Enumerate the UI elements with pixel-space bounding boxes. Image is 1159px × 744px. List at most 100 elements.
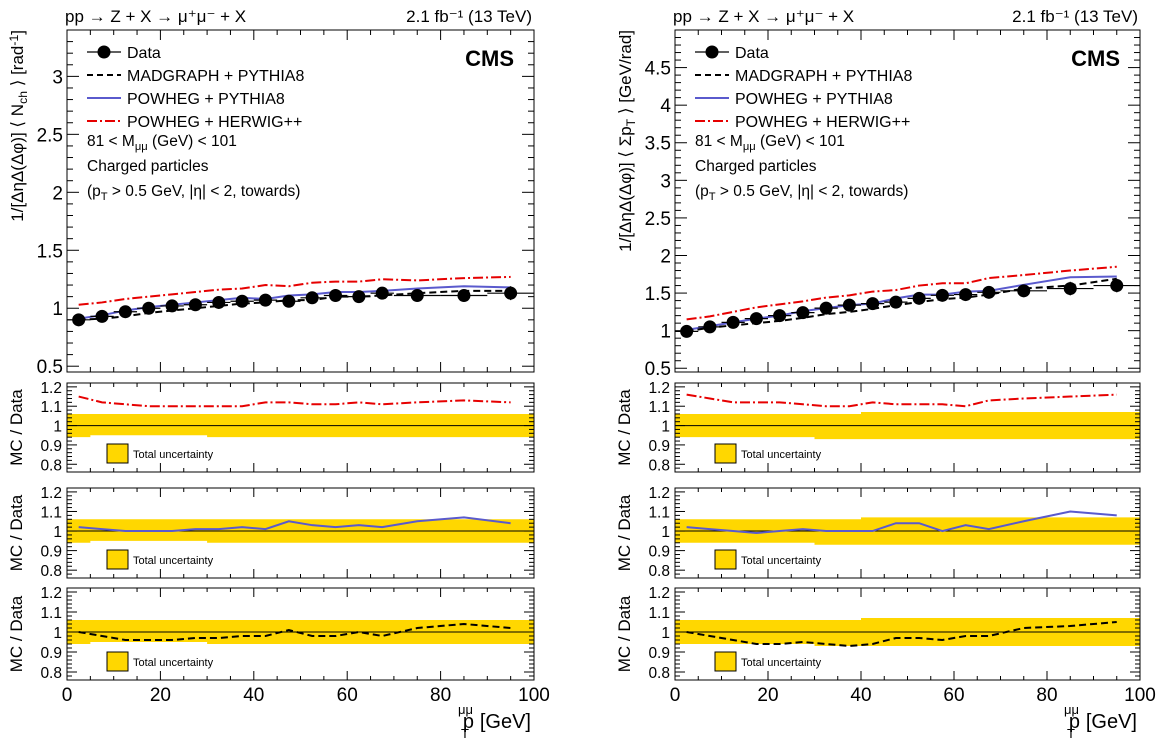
ratio-panel-1: 0.8 0.9 1 1.1 1.2 MC / Data Total uncertainty <box>615 380 1141 474</box>
ratio-y-tick-label: 1 <box>661 524 670 541</box>
selection-text: Charged particles <box>695 158 817 175</box>
data-point <box>258 293 272 307</box>
selection-text-part: (p <box>695 183 709 200</box>
data-point <box>305 291 319 305</box>
legend-entry: POWHEG + PYTHIA8 <box>735 91 893 108</box>
x-label-sub: T <box>461 726 469 741</box>
selection-text-part: μμ <box>135 141 148 153</box>
selection-text: 81 < Mμμ (GeV) < 101 <box>87 133 237 153</box>
y-axis-label-part: -1 <box>7 35 21 46</box>
legend-entry: POWHEG + HERWIG++ <box>127 114 302 131</box>
band-legend-swatch <box>714 549 737 570</box>
lumi-label: 2.1 fb⁻¹ (13 TeV) <box>406 7 532 26</box>
selection-text-part: μμ <box>743 141 756 153</box>
ratio-panel-3: 0.8 0.9 1 1.1 1.2 MC / Data Total uncertainty <box>7 585 535 682</box>
x-label-unit: [GeV] <box>1086 711 1137 733</box>
process-label: pp → Z + X → μ⁺μ⁻ + X <box>673 7 854 26</box>
selection-text-part: T <box>101 191 108 203</box>
y-axis-label: 1/[ΔηΔ(Δφ)] ⟨ ΣpT ⟩ [GeV/rad] <box>616 30 638 252</box>
cms-label: CMS <box>1071 46 1120 71</box>
ratio-y-tick-label: 0.9 <box>40 438 62 455</box>
legend-data-marker <box>705 45 719 59</box>
ratio-y-tick-label: 0.8 <box>648 457 670 474</box>
band-legend-swatch <box>714 651 737 672</box>
panel-left: pp → Z + X → μ⁺μ⁻ + X 2.1 fb⁻¹ (13 TeV) 0.… <box>7 7 550 741</box>
selection-text: (pT > 0.5 GeV, |η| < 2, towards) <box>87 183 300 203</box>
y-axis-label-part: 1/[ΔηΔ(Δφ)] ⟨ N <box>8 104 27 222</box>
x-tick-label: 0 <box>670 685 681 706</box>
legend-entry: MADGRAPH + PYTHIA8 <box>127 68 304 85</box>
data-point <box>680 324 694 338</box>
x-tick-label: 60 <box>943 685 964 706</box>
selection-text-part: (GeV) < 101 <box>756 133 845 150</box>
y-axis-label-part: ] <box>8 30 27 35</box>
legend-entry: POWHEG + HERWIG++ <box>735 114 910 131</box>
ratio-y-tick-label: 1 <box>53 524 62 541</box>
legend-entry: Data <box>127 45 161 62</box>
data-point <box>95 309 109 323</box>
ratio-y-tick-label: 1 <box>53 625 62 642</box>
selection-text-part: > 0.5 GeV, |η| < 2, towards) <box>716 183 909 200</box>
selection-text: 81 < Mμμ (GeV) < 101 <box>695 133 845 153</box>
ratio-y-tick-label: 0.8 <box>40 665 62 682</box>
main-plot: 0.5 1 1.5 2 2.5 3 1/[ΔηΔ(Δφ)] ⟨ Nch ⟩ [rad-1] C… <box>7 29 535 378</box>
ratio-y-tick-label: 0.8 <box>40 457 62 474</box>
data-point <box>726 315 740 329</box>
y-axis-label-part: 1/[ΔηΔ(Δφ)] ⟨ Σp <box>616 126 635 252</box>
ratio-panel-2: 0.8 0.9 1 1.1 1.2 MC / Data Total uncertainty <box>615 485 1141 580</box>
ratio-y-tick-label: 1.1 <box>40 605 62 622</box>
data-point <box>959 288 973 302</box>
legend-entry: MADGRAPH + PYTHIA8 <box>735 68 912 85</box>
ratio-panel-2: 0.8 0.9 1 1.1 1.2 MC / Data Total uncertainty <box>7 485 535 580</box>
y-axis-label-part: ch <box>16 91 30 104</box>
y-axis-label: 1/[ΔηΔ(Δφ)] ⟨ Nch ⟩ [rad-1] <box>7 30 30 222</box>
y-tick-label: 2 <box>660 246 671 267</box>
data-point <box>375 286 389 300</box>
band-legend-swatch <box>714 443 737 464</box>
y-tick-label: 2 <box>52 183 63 204</box>
ratio-y-tick-label: 0.8 <box>648 563 670 580</box>
ratio-y-tick-label: 1 <box>53 419 62 436</box>
y-tick-label: 1.5 <box>37 241 63 262</box>
y-tick-label: 3 <box>660 171 671 192</box>
selection-text-part: > 0.5 GeV, |η| < 2, towards) <box>108 183 301 200</box>
data-point <box>165 299 179 313</box>
band-legend-swatch <box>106 549 129 570</box>
selection-text: Charged particles <box>87 158 209 175</box>
band-legend-label: Total uncertainty <box>133 657 214 669</box>
x-tick-label: 80 <box>430 685 451 706</box>
y-tick-label: 0.5 <box>37 357 63 378</box>
legend-entry: Data <box>735 45 769 62</box>
data-point <box>410 288 424 302</box>
y-axis-label-part: T <box>624 118 638 126</box>
data-point <box>819 301 833 315</box>
ratio-y-tick-label: 0.8 <box>648 665 670 682</box>
x-tick-label: 40 <box>850 685 871 706</box>
selection-text-part: T <box>709 191 716 203</box>
y-tick-label: 1 <box>660 322 671 343</box>
ratio-madgraph-pythia8 <box>686 621 1117 648</box>
band-legend-label: Total uncertainty <box>741 657 822 669</box>
ratio-y-label: MC / Data <box>7 389 26 466</box>
ratio-powheg-herwig <box>78 395 511 408</box>
data-point <box>282 294 296 308</box>
ratio-y-label: MC / Data <box>615 494 634 571</box>
ratio-y-label: MC / Data <box>7 494 26 571</box>
cms-label: CMS <box>465 46 514 71</box>
data-point <box>457 288 471 302</box>
band-legend-label: Total uncertainty <box>741 555 822 567</box>
data-point <box>72 313 86 327</box>
ratio-y-tick-label: 1.1 <box>40 504 62 521</box>
ratio-powheg-pythia8 <box>78 516 511 533</box>
ratio-y-tick-label: 1 <box>661 419 670 436</box>
data-point <box>1063 282 1077 296</box>
series-powheg-herwig <box>78 275 511 306</box>
x-label-p: p <box>463 711 474 733</box>
data-point <box>935 288 949 302</box>
data-point <box>142 301 156 315</box>
x-label-sup: μμ <box>458 702 473 717</box>
x-axis-label: pμμ T [GeV] <box>1064 702 1137 741</box>
x-tick-label: 100 <box>518 685 550 706</box>
x-tick-label: 20 <box>757 685 778 706</box>
